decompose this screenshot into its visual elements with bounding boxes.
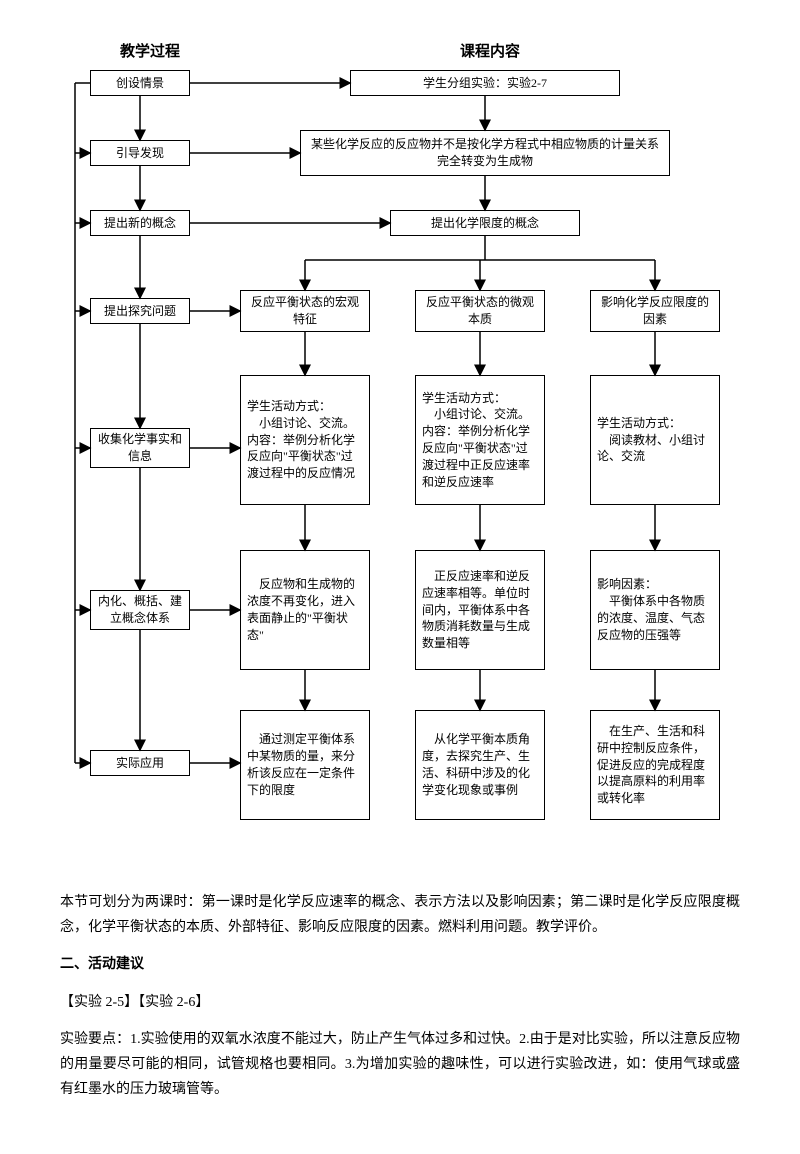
body-text-section: 本节可划分为两课时：第一课时是化学反应速率的概念、表示方法以及影响因素；第二课时…	[60, 890, 740, 1102]
paragraph-notes: 实验要点：1.实验使用的双氧水浓度不能过大，防止产生气体过多和过快。2.由于是对…	[60, 1027, 740, 1103]
node-r6c1: 反应物和生成物的浓度不再变化，进入表面静止的"平衡状态"	[240, 550, 370, 670]
node-left-6: 内化、概括、建立概念体系	[90, 590, 190, 630]
paragraph-intro: 本节可划分为两课时：第一课时是化学反应速率的概念、表示方法以及影响因素；第二课时…	[60, 890, 740, 940]
node-r7c2: 从化学平衡本质角度，去探究生产、生活、科研中涉及的化学变化现象或事例	[415, 710, 545, 820]
node-r5c3: 学生活动方式： 阅读教材、小组讨论、交流	[590, 375, 720, 505]
section-title-activities: 二、活动建议	[60, 952, 740, 977]
header-right: 课程内容	[460, 40, 520, 61]
node-left-4: 提出探究问题	[90, 298, 190, 324]
node-r7c3: 在生产、生活和科研中控制反应条件，促进反应的完成程度以提高原料的利用率或转化率	[590, 710, 720, 820]
node-left-5: 收集化学事实和信息	[90, 428, 190, 468]
node-r6c2: 正反应速率和逆反应速率相等。单位时间内，平衡体系中各物质消耗数量与生成数量相等	[415, 550, 545, 670]
paragraph-experiments: 【实验 2-5】【实验 2-6】	[60, 990, 740, 1015]
node-r5c2: 学生活动方式： 小组讨论、交流。 内容：举例分析化学反应向"平衡状态"过渡过程中…	[415, 375, 545, 505]
node-r4c1: 反应平衡状态的宏观特征	[240, 290, 370, 332]
node-r3: 提出化学限度的概念	[390, 210, 580, 236]
header-left: 教学过程	[120, 40, 180, 61]
node-r6c3: 影响因素： 平衡体系中各物质的浓度、温度、气态反应物的压强等	[590, 550, 720, 670]
node-r5c1: 学生活动方式： 小组讨论、交流。 内容：举例分析化学反应向"平衡状态"过渡过程中…	[240, 375, 370, 505]
node-r1: 学生分组实验：实验2-7	[350, 70, 620, 96]
node-r7c1: 通过测定平衡体系中某物质的量，来分析该反应在一定条件下的限度	[240, 710, 370, 820]
node-r2: 某些化学反应的反应物并不是按化学方程式中相应物质的计量关系完全转变为生成物	[300, 130, 670, 176]
node-r4c2: 反应平衡状态的微观本质	[415, 290, 545, 332]
node-left-2: 引导发现	[90, 140, 190, 166]
node-left-3: 提出新的概念	[90, 210, 190, 236]
node-left-1: 创设情景	[90, 70, 190, 96]
node-left-7: 实际应用	[90, 750, 190, 776]
flowchart-diagram: 教学过程 课程内容 创设情景 引导发现 提出新的概念 提出探究问题 收集化学事实…	[60, 40, 740, 860]
node-r4c3: 影响化学反应限度的因素	[590, 290, 720, 332]
